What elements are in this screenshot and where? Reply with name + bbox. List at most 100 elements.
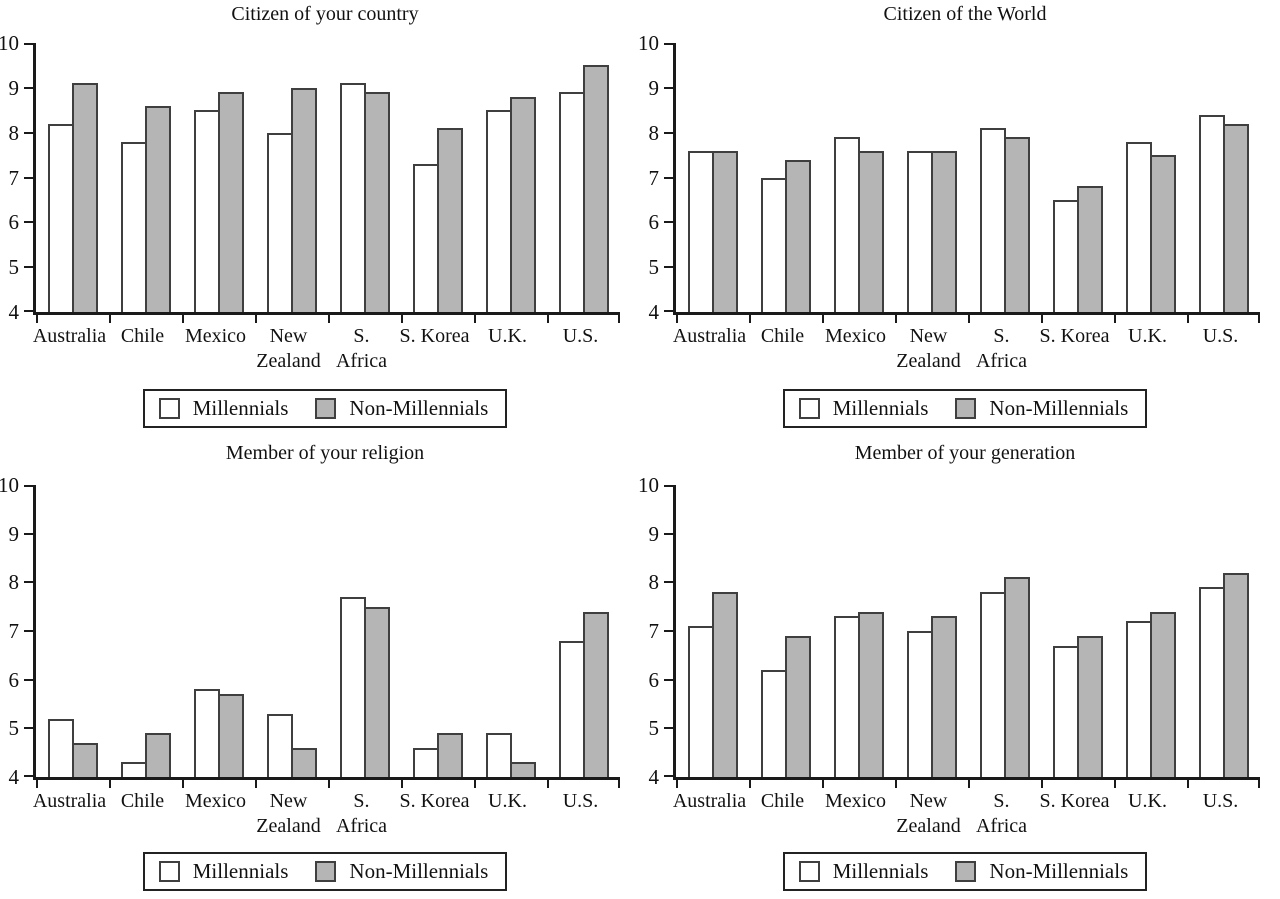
- y-tick-label: 4: [8, 765, 20, 789]
- chart-title: Member of your religion: [225, 442, 425, 464]
- x-category-label: S. Korea: [399, 790, 470, 812]
- y-tick-label: 4: [8, 300, 20, 324]
- y-tick-label: 4: [648, 300, 660, 324]
- x-axis-labels: Australia Chile Mexico New Zealand S. Africa…: [673, 324, 1257, 374]
- bar-millennials: [1125, 621, 1152, 777]
- bar-millennials: [558, 92, 585, 312]
- bar-non-millennials: [363, 606, 390, 777]
- y-tick-label: 6: [648, 210, 660, 235]
- bar-millennials: [120, 762, 147, 777]
- y-tick-label: 8: [8, 570, 20, 595]
- legend-label-non-millennials: Non-Millennials: [989, 859, 1129, 883]
- y-tick-label: 5: [8, 255, 20, 280]
- x-tick-mark: [401, 780, 403, 788]
- y-tick-label: 8: [648, 570, 660, 595]
- bar-non-millennials: [217, 92, 244, 312]
- y-tick-mark: [664, 532, 673, 535]
- x-tick-mark: [822, 315, 824, 323]
- x-category-label: Mexico: [184, 325, 247, 347]
- plot-area: 10 9 8 7 6 5 4: [638, 473, 1260, 789]
- bar-millennials: [193, 110, 220, 312]
- bar-non-millennials: [930, 150, 957, 312]
- y-tick-label: 10: [0, 31, 19, 55]
- x-category-label: Australia: [672, 790, 747, 812]
- y-tick-mark: [24, 678, 33, 681]
- x-tick-mark: [182, 315, 184, 323]
- y-tick-label: 6: [8, 210, 20, 235]
- legend-swatch-non-millennials: [315, 860, 337, 882]
- x-category-label: New Zealand: [896, 325, 961, 372]
- legend-label-non-millennials: Non-Millennials: [349, 396, 489, 420]
- x-category-label: U.S.: [1202, 790, 1239, 812]
- x-category-label: Chile: [120, 325, 165, 347]
- x-category-label: U.S.: [1202, 325, 1239, 347]
- legend-row: Millennials Non-Millennials: [673, 852, 1257, 891]
- x-tick-mark: [676, 315, 678, 323]
- bar-non-millennials: [436, 733, 463, 777]
- bar-non-millennials: [1222, 572, 1249, 777]
- bar-millennials: [193, 689, 220, 777]
- chart-title: Member of your generation: [854, 442, 1076, 464]
- x-tick-mark: [36, 315, 38, 323]
- bar-non-millennials: [784, 635, 811, 777]
- y-tick-mark: [24, 310, 33, 312]
- legend-swatch-non-millennials: [955, 860, 977, 882]
- legend-swatch-millennials: [158, 397, 180, 419]
- x-category-label: S. Africa: [335, 790, 388, 837]
- x-tick-mark: [749, 315, 751, 323]
- bar-millennials: [485, 733, 512, 777]
- bar-millennials: [1125, 141, 1152, 312]
- x-category-label: S. Africa: [335, 325, 388, 372]
- legend-swatch-millennials: [798, 397, 820, 419]
- bar-non-millennials: [930, 616, 957, 777]
- bar-millennials: [833, 137, 860, 312]
- bar-non-millennials: [71, 742, 98, 777]
- x-tick-mark: [36, 780, 38, 788]
- x-tick-mark: [255, 315, 257, 323]
- x-category-label: U.S.: [562, 790, 599, 812]
- bar-millennials: [760, 177, 787, 312]
- x-category-label: Australia: [672, 325, 747, 347]
- y-tick-mark: [24, 131, 33, 134]
- bar-millennials: [558, 640, 585, 777]
- y-tick-mark: [664, 131, 673, 134]
- legend-row: Millennials Non-Millennials: [33, 389, 617, 428]
- bar-millennials: [339, 596, 366, 777]
- y-tick-label: 5: [648, 255, 660, 280]
- x-category-label: S. Korea: [1039, 790, 1110, 812]
- x-tick-mark: [328, 780, 330, 788]
- x-tick-mark: [182, 780, 184, 788]
- x-tick-mark: [676, 780, 678, 788]
- y-tick-mark: [664, 630, 673, 632]
- legend-label-non-millennials: Non-Millennials: [989, 396, 1129, 420]
- bar-non-millennials: [857, 150, 884, 312]
- bar-non-millennials: [1149, 155, 1176, 312]
- x-category-label: U.K.: [1128, 325, 1167, 347]
- y-tick-label: 9: [648, 521, 660, 546]
- bar-non-millennials: [509, 762, 536, 777]
- bar-non-millennials: [1222, 123, 1249, 312]
- y-tick-label: 10: [638, 31, 659, 55]
- x-category-label: S. Africa: [975, 790, 1028, 837]
- chart-title: Citizen of your country: [231, 3, 419, 25]
- x-category-label: Australia: [32, 790, 107, 812]
- x-tick-mark: [474, 315, 476, 323]
- x-tick-mark: [822, 780, 824, 788]
- y-tick-mark: [24, 727, 33, 730]
- bar-non-millennials: [582, 611, 609, 777]
- x-category-label: S. Africa: [975, 325, 1028, 372]
- x-tick-mark: [618, 780, 620, 788]
- chart-panel-citizen-country: Citizen of your country 10 9 8 7 6 5 4 Austral…: [0, 0, 640, 432]
- legend-label-millennials: Millennials: [832, 396, 929, 420]
- legend-swatch-non-millennials: [315, 397, 337, 419]
- y-tick-label: 6: [648, 667, 660, 692]
- legend-label-millennials: Millennials: [192, 396, 289, 420]
- y-tick-label: 6: [8, 667, 20, 692]
- x-axis-labels: Australia Chile Mexico New Zealand S. Africa…: [33, 324, 617, 374]
- bar-non-millennials: [711, 592, 738, 777]
- x-tick-mark: [895, 315, 897, 323]
- x-category-label: Chile: [120, 790, 165, 812]
- bar-millennials: [412, 747, 439, 777]
- bar-millennials: [833, 616, 860, 777]
- bar-non-millennials: [1003, 577, 1030, 777]
